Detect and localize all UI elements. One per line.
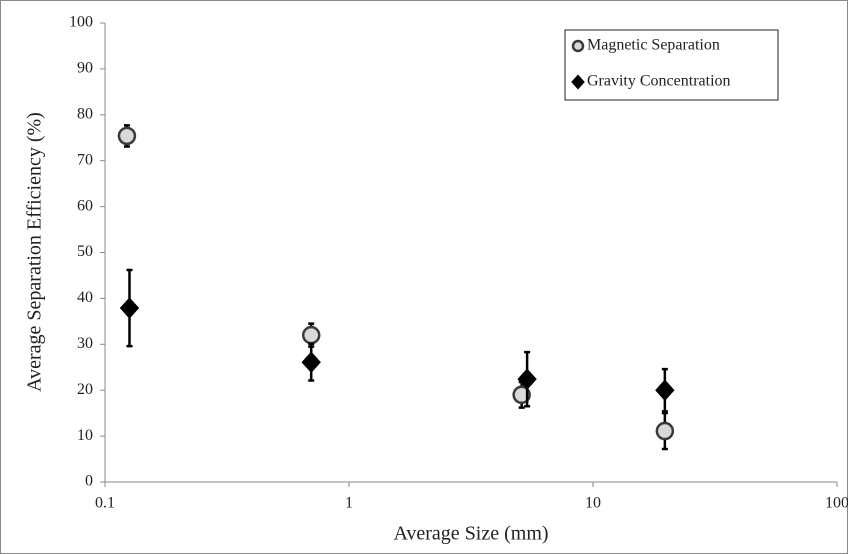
x-tick-label: 10 (585, 495, 601, 512)
point (512, 385, 531, 405)
y-tick-label: 50 (77, 243, 93, 260)
point (119, 297, 140, 319)
y-tick-label: 40 (77, 289, 93, 306)
y-tick-label: 30 (77, 335, 93, 352)
y-axis-label: Average Separation Efficiency (%) (24, 112, 46, 392)
y-tick-label: 70 (77, 151, 93, 168)
y-tick-label: 90 (77, 60, 93, 77)
x-axis-label: Average Size (mm) (393, 523, 548, 545)
point (517, 368, 537, 390)
y-tick-label: 20 (77, 381, 93, 398)
legend-marker (571, 39, 585, 53)
y-tick-label: 100 (69, 14, 93, 31)
legend-label: Gravity Concentration (587, 73, 731, 90)
point (301, 351, 321, 373)
legend (564, 29, 779, 101)
x-tick-label: 100 (825, 495, 848, 512)
point (655, 421, 675, 441)
point (301, 325, 321, 345)
y-tick-label: 0 (85, 473, 93, 490)
y-tick-label: 60 (77, 197, 93, 214)
legend-label: Magnetic Separation (587, 37, 720, 54)
x-tick-label: 1 (345, 495, 353, 512)
point (117, 126, 137, 146)
y-tick-label: 80 (77, 105, 93, 122)
point (655, 379, 675, 401)
x-tick-label: 0.1 (95, 495, 115, 512)
legend-marker (571, 74, 585, 90)
y-tick-label: 10 (77, 427, 93, 444)
